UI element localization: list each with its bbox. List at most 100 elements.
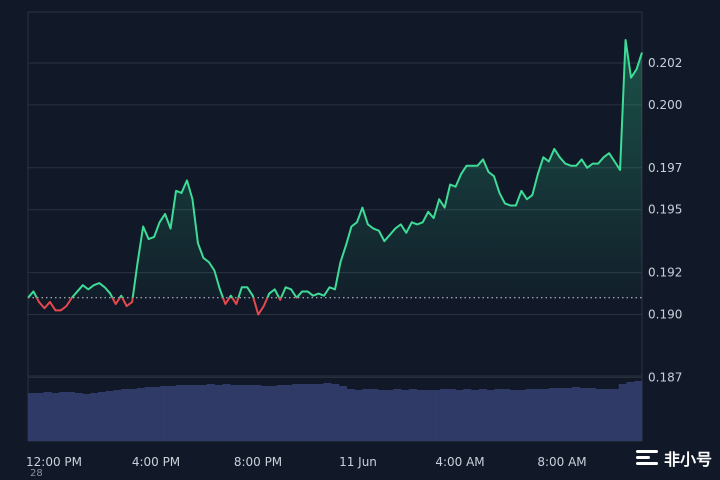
- price-line-below: [28, 297, 298, 316]
- y-axis: 0.202 0.200 0.197 0.195 0.192 0.190 0.187: [648, 56, 682, 384]
- volume-bar: [90, 393, 99, 441]
- volume-bar: [268, 386, 278, 441]
- volume-bar: [455, 390, 464, 441]
- volume-bar: [82, 394, 91, 441]
- volume-bar: [292, 384, 301, 441]
- volume-bar: [369, 389, 379, 441]
- bars-logo-icon: [635, 450, 658, 466]
- volume-bar: [113, 390, 122, 441]
- volume-bar: [416, 390, 425, 441]
- volume-bar: [408, 389, 418, 441]
- x-tick-label: 4:00 PM: [132, 455, 180, 469]
- volume-bar: [206, 384, 215, 441]
- volume-bar: [237, 385, 247, 441]
- volume-bar: [300, 384, 309, 441]
- volume-bar: [230, 385, 239, 441]
- volume-bar: [167, 386, 177, 441]
- volume-bar: [51, 393, 60, 441]
- volume-bar: [253, 385, 262, 441]
- volume-bar: [564, 388, 573, 441]
- x-axis: 12:00 PM 4:00 PM 8:00 PM 11 Jun 4:00 AM 8:00 …: [26, 455, 587, 469]
- volume-bar: [307, 384, 316, 441]
- volume-bar: [393, 389, 402, 441]
- volume-bar: [284, 385, 293, 441]
- volume-bar: [463, 389, 472, 441]
- volume-bar: [432, 390, 441, 441]
- volume-bar: [354, 390, 363, 441]
- area-layer: [28, 39, 642, 298]
- volume-bar: [346, 389, 355, 441]
- x-tick-label: 8:00 PM: [234, 455, 282, 469]
- volume-bar: [222, 384, 231, 441]
- volume-bar: [74, 393, 83, 441]
- line-layer: [27, 38, 643, 316]
- volume-bar: [525, 389, 534, 441]
- volume-bar: [214, 385, 223, 441]
- price-area-fill: [28, 39, 642, 298]
- volume-bar: [245, 385, 254, 441]
- volume-bar: [471, 390, 480, 441]
- x-tick-label: 12:00 PM: [26, 455, 82, 469]
- x-tick-label: 4:00 AM: [435, 455, 484, 469]
- volume-bar: [59, 392, 68, 441]
- volume-layer: [28, 381, 643, 441]
- volume-bar: [183, 385, 192, 441]
- volume-bar: [191, 385, 200, 441]
- volume-bar: [424, 390, 433, 441]
- volume-bar: [362, 389, 371, 441]
- volume-bar: [618, 384, 627, 441]
- volume-bar: [509, 390, 519, 441]
- y-tick-label: 0.192: [648, 266, 682, 280]
- volume-bar: [634, 381, 643, 441]
- volume-bar: [579, 388, 588, 441]
- volume-bar: [175, 385, 184, 441]
- volume-bar: [572, 387, 581, 441]
- volume-bar: [261, 386, 270, 441]
- clipped-label: 28: [30, 468, 43, 479]
- volume-bar: [43, 392, 52, 441]
- volume-bar: [331, 384, 340, 441]
- volume-bar: [152, 387, 161, 441]
- volume-bar: [97, 392, 107, 441]
- x-tick-label: 11 Jun: [339, 455, 377, 469]
- volume-bar: [439, 389, 449, 441]
- x-tick-label: 8:00 AM: [537, 455, 586, 469]
- volume-bar: [129, 389, 138, 441]
- y-tick-label: 0.195: [648, 203, 682, 217]
- volume-bar: [486, 390, 495, 441]
- volume-bar: [198, 385, 208, 441]
- volume-bar: [610, 389, 620, 441]
- volume-bar: [401, 390, 410, 441]
- volume-bar: [66, 392, 76, 441]
- volume-bar: [603, 389, 612, 441]
- volume-bar: [28, 393, 37, 441]
- volume-bar: [626, 382, 635, 441]
- volume-bar: [540, 389, 550, 441]
- price-line-above: [27, 38, 643, 298]
- watermark: 非小号: [635, 446, 712, 470]
- volume-bar: [385, 390, 394, 441]
- volume-bar: [494, 389, 503, 441]
- volume-bar: [160, 386, 169, 441]
- volume-bar: [121, 389, 130, 441]
- volume-bar: [447, 389, 456, 441]
- volume-bar: [323, 383, 332, 441]
- volume-bar: [502, 389, 511, 441]
- volume-bar: [338, 386, 348, 441]
- volume-bar: [315, 384, 324, 441]
- volume-bar: [556, 388, 565, 441]
- volume-bar: [377, 390, 386, 441]
- volume-bar: [478, 389, 487, 441]
- y-tick-label: 0.197: [648, 161, 682, 175]
- y-tick-label: 0.190: [648, 308, 682, 322]
- volume-bar: [276, 385, 285, 441]
- volume-bar: [595, 389, 604, 441]
- volume-bar: [105, 391, 114, 441]
- y-tick-label: 0.202: [648, 56, 682, 70]
- volume-bar: [587, 388, 596, 441]
- y-tick-label: 0.187: [648, 370, 682, 384]
- watermark-text: 非小号: [663, 450, 712, 469]
- volume-bar: [144, 387, 153, 441]
- y-tick-label: 0.200: [648, 98, 682, 112]
